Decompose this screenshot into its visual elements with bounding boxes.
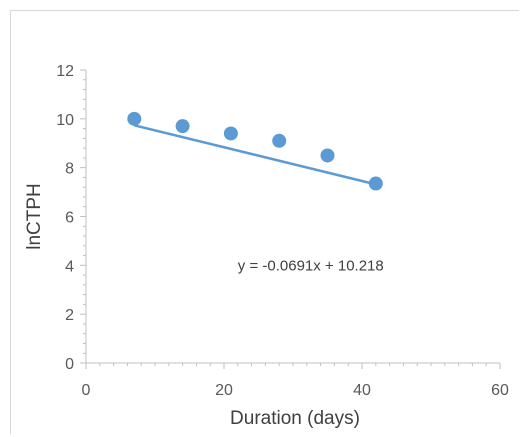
x-tick-label: 20 <box>215 382 233 399</box>
chart-frame <box>10 10 519 434</box>
data-points <box>127 111 383 191</box>
data-point <box>175 119 190 134</box>
x-tick-label: 40 <box>353 382 371 399</box>
trendline <box>134 124 377 186</box>
x-tick-label: 0 <box>82 382 91 399</box>
x-tick-label: 60 <box>491 382 509 399</box>
y-tick-label: 8 <box>65 161 74 178</box>
x-axis-title: Duration (days) <box>230 408 360 429</box>
y-tick-label: 4 <box>65 258 74 275</box>
tick-labels: 0 2 4 6 8 10 12 0 20 40 60 <box>56 63 509 399</box>
y-tick-label: 2 <box>65 307 74 324</box>
data-point <box>272 133 287 148</box>
data-point <box>368 176 383 191</box>
y-tick-label: 6 <box>65 210 74 227</box>
y-tick-label: 12 <box>56 63 74 80</box>
y-tick-label: 0 <box>65 356 74 373</box>
data-point <box>320 148 335 163</box>
trendline-equation: y = -0.0691x + 10.218 <box>238 257 384 274</box>
y-tick-label: 10 <box>56 112 74 129</box>
data-point <box>127 111 142 126</box>
y-axis-title: lnCTPH <box>24 183 45 250</box>
axes <box>80 69 501 369</box>
data-point <box>223 126 238 141</box>
